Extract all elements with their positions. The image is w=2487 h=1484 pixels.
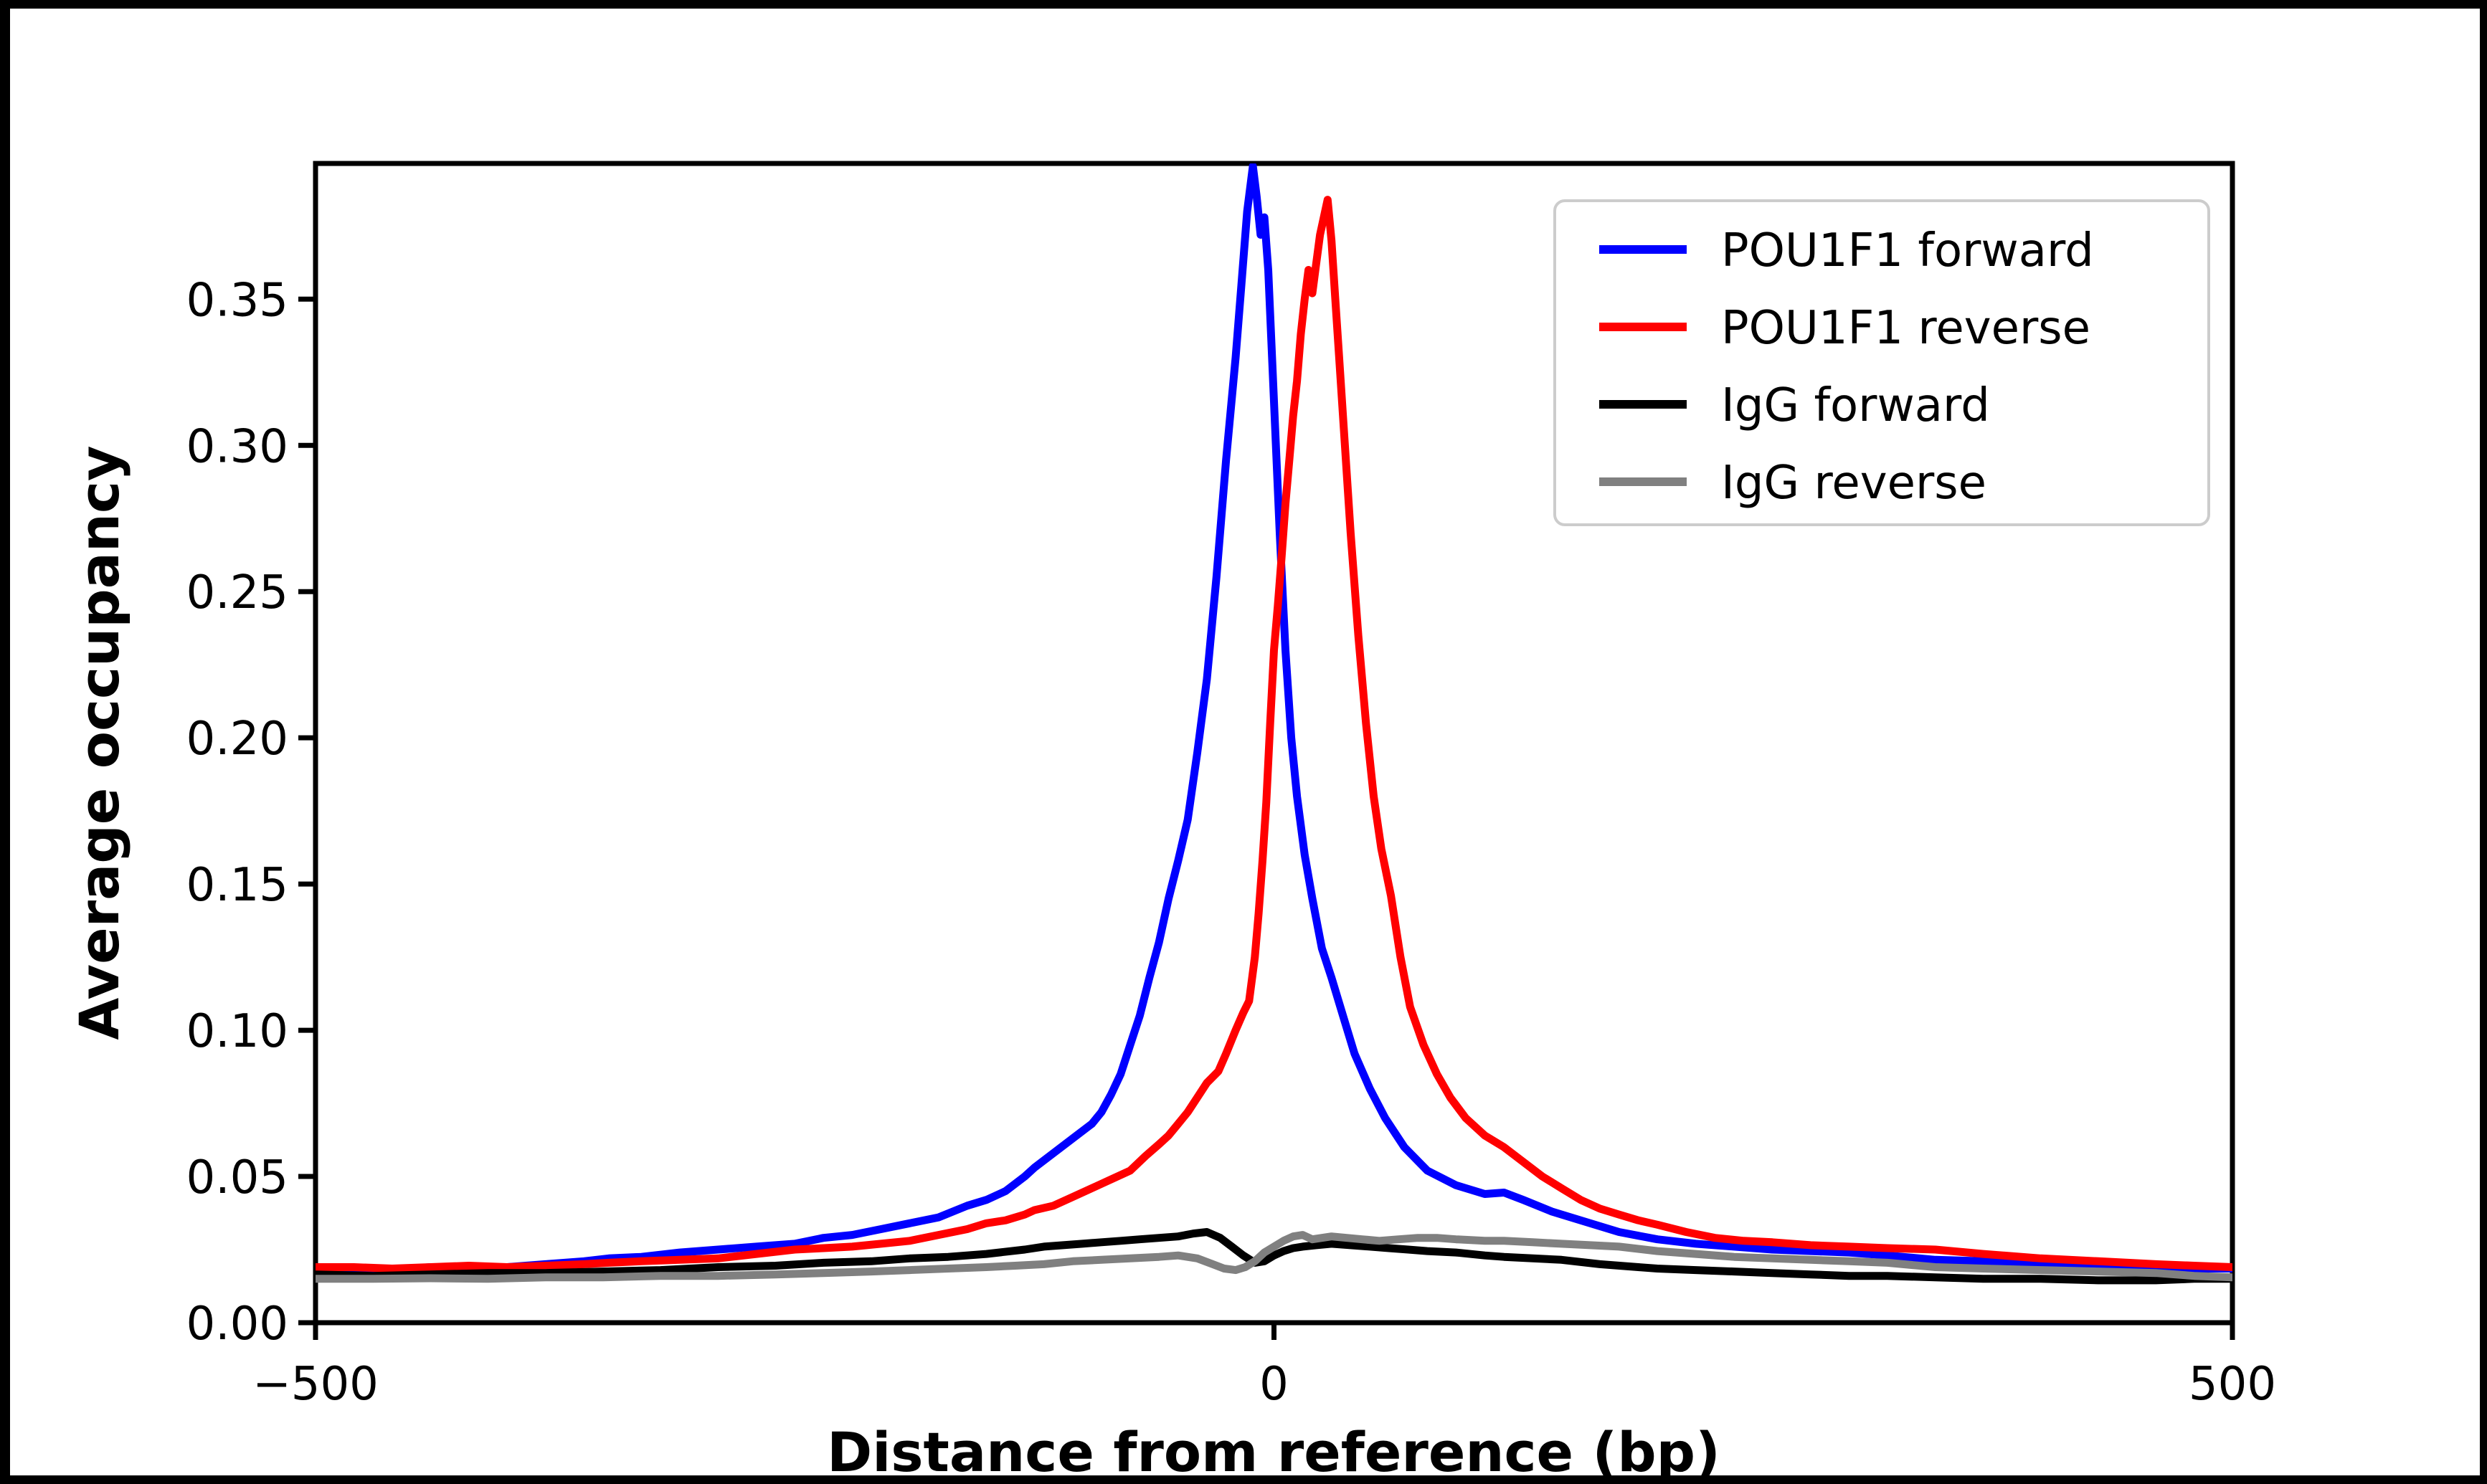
y-tick-label: 0.10	[186, 1005, 289, 1058]
legend-frame	[1553, 199, 2210, 526]
figure-canvas: −500 0 500 0.00 0.05 0.10 0.15 0.20 0.25 0.30 0.3…	[10, 9, 2480, 1484]
window-border-top	[0, 0, 262, 9]
legend-label: IgG forward	[1721, 379, 1990, 432]
legend-item-pou1f1-forward: POU1F1 forward	[1599, 224, 2094, 277]
y-tick-label: 0.15	[186, 859, 289, 912]
y-tick-label: 0.20	[186, 713, 289, 766]
x-axis: −500 0 500	[252, 1323, 2276, 1411]
x-tick-label: 500	[2189, 1358, 2276, 1411]
window-border-bottom	[0, 1475, 1865, 1484]
x-tick-label: 0	[1259, 1358, 1289, 1411]
window-border-left	[0, 0, 10, 108]
x-tick-label: −500	[252, 1358, 379, 1411]
legend-label: POU1F1 forward	[1721, 224, 2094, 277]
y-axis: 0.00 0.05 0.10 0.15 0.20 0.25 0.30 0.35	[186, 274, 316, 1351]
y-tick-label: 0.25	[186, 566, 289, 619]
legend-label: IgG reverse	[1721, 457, 1986, 510]
y-tick-label: 0.00	[186, 1298, 289, 1351]
legend-item-igg-reverse: IgG reverse	[1599, 457, 1986, 510]
series-igg-reverse	[316, 1231, 2232, 1283]
y-tick-label: 0.05	[186, 1151, 289, 1204]
y-axis-label: Average occupancy	[67, 445, 131, 1040]
legend: POU1F1 forward POU1F1 reverse IgG forward I…	[1553, 199, 2210, 526]
series-group	[316, 163, 2232, 1285]
legend-item-igg-forward: IgG forward	[1599, 379, 1990, 432]
y-tick-label: 0.35	[186, 274, 289, 327]
x-axis-label: Distance from reference (bp)	[827, 1420, 1720, 1484]
series-pou1f1-reverse	[316, 196, 2232, 1273]
series-igg-forward	[316, 1228, 2232, 1285]
y-tick-label: 0.30	[186, 420, 289, 473]
window-border-right	[2480, 0, 2487, 1484]
legend-label: POU1F1 reverse	[1721, 302, 2090, 355]
legend-item-pou1f1-reverse: POU1F1 reverse	[1599, 302, 2090, 355]
series-pou1f1-forward	[316, 163, 2232, 1275]
